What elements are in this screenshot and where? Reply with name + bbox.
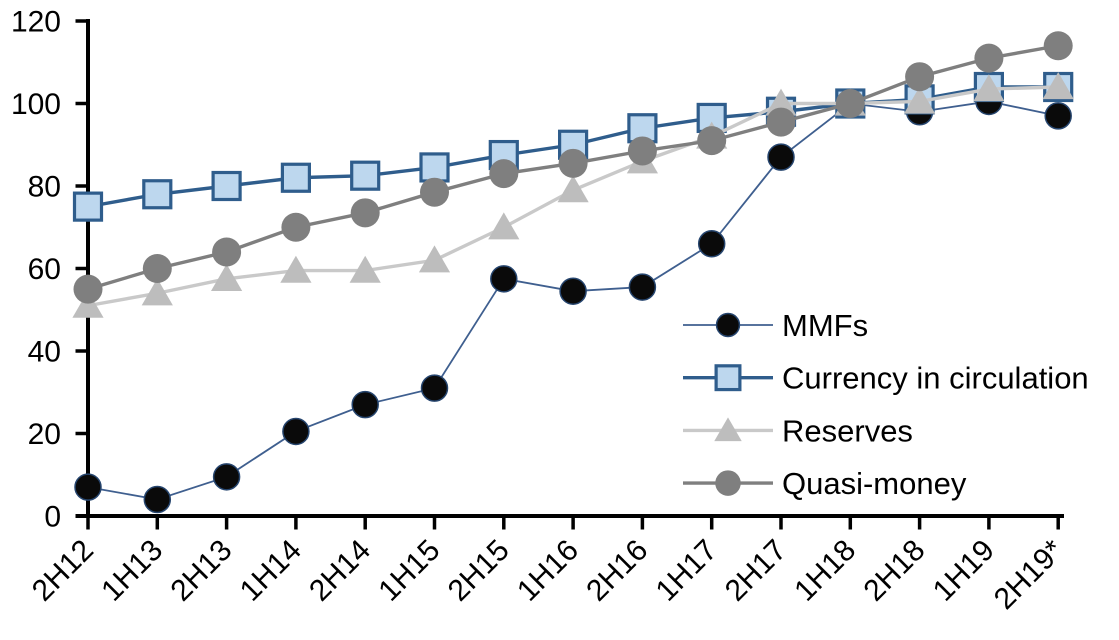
legend-label: Currency in circulation bbox=[782, 361, 1089, 396]
currency-in-circulation-marker bbox=[350, 160, 381, 191]
quasi-money-marker bbox=[766, 107, 796, 137]
reserves-marker bbox=[1042, 72, 1074, 100]
reserves-marker bbox=[211, 263, 243, 291]
quasi-money-marker bbox=[489, 159, 519, 189]
reserves-marker bbox=[349, 255, 381, 283]
quasi-money-marker bbox=[835, 89, 865, 118]
reserves-marker bbox=[557, 175, 589, 203]
currency-in-circulation-marker bbox=[142, 179, 173, 210]
reserves-marker bbox=[488, 212, 520, 240]
mmfs-marker bbox=[420, 374, 449, 402]
quasi-money-marker bbox=[558, 148, 588, 178]
y-tick-label: 60 bbox=[28, 253, 61, 286]
quasi-money-marker bbox=[697, 126, 727, 156]
mmfs-marker bbox=[351, 390, 379, 419]
mmfs-marker bbox=[628, 273, 657, 301]
reserves-marker bbox=[280, 255, 312, 283]
mmfs-marker bbox=[697, 230, 726, 258]
quasi-money-marker bbox=[420, 177, 449, 207]
y-tick-label: 0 bbox=[44, 501, 61, 534]
legend-label: MMFs bbox=[782, 308, 868, 343]
y-tick-label: 40 bbox=[28, 336, 61, 369]
currency-in-circulation-marker bbox=[211, 170, 242, 202]
mmfs-marker bbox=[1044, 102, 1072, 130]
reserves-marker bbox=[904, 86, 936, 114]
quasi-money-marker bbox=[350, 198, 380, 228]
currency-in-circulation-marker bbox=[72, 191, 104, 222]
legend-label: Quasi-money bbox=[782, 466, 967, 501]
mmfs-marker bbox=[212, 463, 241, 491]
legend-item-currency-in-circulation: Currency in circulation bbox=[683, 361, 1089, 396]
legend-square-icon bbox=[714, 364, 742, 392]
quasi-money-marker bbox=[627, 136, 657, 166]
reserves-marker bbox=[765, 88, 797, 116]
quasi-money-marker bbox=[281, 212, 311, 242]
series-reserves bbox=[72, 72, 1074, 318]
quasi-money-marker bbox=[905, 62, 935, 92]
legend: MMFs Currency in circulation Reserves Quasi… bbox=[683, 308, 1089, 501]
quasi-money-marker bbox=[974, 43, 1004, 73]
y-tick-label: 120 bbox=[11, 6, 61, 39]
currency-in-circulation-marker bbox=[419, 152, 450, 183]
reserves-marker bbox=[72, 290, 104, 318]
y-tick-label: 20 bbox=[28, 418, 61, 451]
y-tick-label: 80 bbox=[28, 171, 61, 204]
quasi-money-marker bbox=[1043, 31, 1073, 61]
mmfs-marker bbox=[767, 143, 795, 171]
reserves-marker bbox=[973, 74, 1005, 102]
legend-circle-icon bbox=[715, 312, 741, 338]
legend-item-mmfs: MMFs bbox=[683, 308, 868, 343]
quasi-money-marker bbox=[73, 274, 103, 304]
legend-triangle-icon bbox=[714, 417, 742, 442]
y-tick-label: 100 bbox=[11, 88, 61, 121]
mmfs-marker bbox=[559, 277, 587, 305]
quasi-money-marker bbox=[212, 237, 242, 267]
reserves-marker bbox=[141, 278, 173, 306]
mmfs-marker bbox=[143, 485, 172, 514]
series-quasi-money bbox=[73, 31, 1073, 304]
mmfs-marker bbox=[282, 417, 310, 446]
quasi-money-marker bbox=[142, 254, 172, 283]
mmfs-marker bbox=[74, 473, 102, 501]
legend-label: Reserves bbox=[782, 413, 913, 448]
reserves-marker bbox=[418, 245, 451, 273]
legend-circle-icon bbox=[715, 470, 741, 496]
mmfs-marker bbox=[490, 265, 518, 293]
legend-item-reserves: Reserves bbox=[683, 413, 913, 448]
currency-in-circulation-marker bbox=[280, 162, 311, 193]
legend-item-quasi-money: Quasi-money bbox=[683, 466, 967, 501]
